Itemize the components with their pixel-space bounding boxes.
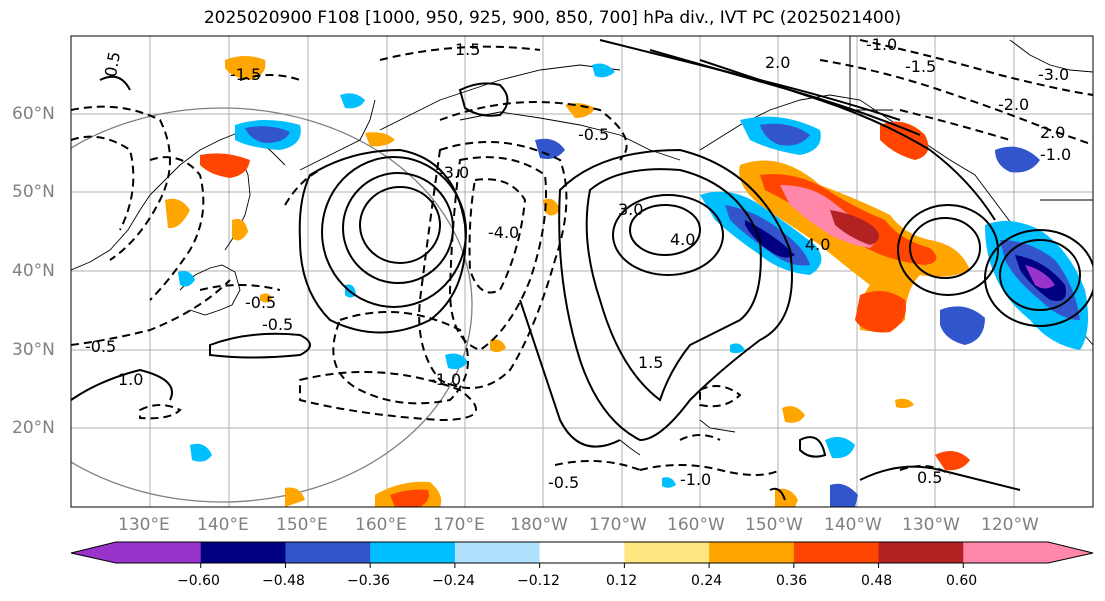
contour-label: 0.5 xyxy=(917,468,942,487)
radius-circle xyxy=(71,107,473,503)
lon-label: 140°E xyxy=(197,515,249,535)
contour-label: -1.0 xyxy=(680,470,711,489)
lon-label: 150°E xyxy=(276,515,328,535)
colorbar-segment xyxy=(793,542,880,563)
lat-label: 50°N xyxy=(12,182,55,202)
contour-label: -1.5 xyxy=(230,65,261,84)
dashed-contours xyxy=(71,39,1093,476)
map-title: 2025020900 F108 [1000, 950, 925, 900, 85… xyxy=(203,8,902,28)
colorbar-tick-label: 0.12 xyxy=(606,573,638,589)
colorbar-tick-label: 0.24 xyxy=(691,573,723,589)
solid-contours xyxy=(71,39,1093,501)
colorbar-tick-label: −0.12 xyxy=(517,573,560,589)
contour-label: -1.0 xyxy=(866,35,897,54)
colorbar xyxy=(70,541,1094,568)
colorbar-extend-high xyxy=(1048,542,1093,563)
contour-label: 0.5 xyxy=(101,50,124,78)
lon-label: 150°W xyxy=(745,515,803,535)
colorbar-tick-label: −0.60 xyxy=(177,573,220,589)
colorbar-segment xyxy=(709,542,795,563)
lon-label: 120°W xyxy=(981,515,1039,535)
colorbar-segment xyxy=(200,542,286,563)
contour-label: 1.5 xyxy=(455,40,480,59)
colorbar-tick-label: −0.24 xyxy=(432,573,475,589)
contour-label: -0.5 xyxy=(578,125,609,144)
colorbar-tick-label: 0.60 xyxy=(946,573,978,589)
contour-label: 1.5 xyxy=(638,353,663,372)
colorbar-tick-label: 0.36 xyxy=(776,573,808,589)
colorbar-segment xyxy=(624,542,710,563)
lon-label: 160°E xyxy=(355,515,407,535)
colorbar-segment xyxy=(370,542,456,563)
contour-label: -0.5 xyxy=(85,337,116,356)
contour-label: -0.5 xyxy=(245,293,276,312)
contour-label: -3.0 xyxy=(438,163,469,182)
contour-labels: 0.5 -1.5 1.5 2.0 -1.0 -1.5 -0.5 -3.0 4.0… xyxy=(85,35,1071,492)
lon-label: 130°W xyxy=(902,515,960,535)
contour-label: -1.0 xyxy=(430,370,461,389)
lon-label: 170°W xyxy=(589,515,647,535)
colorbar-segment xyxy=(454,542,541,563)
lon-label: 140°W xyxy=(824,515,882,535)
contour-label: 2.0 xyxy=(765,53,790,72)
lon-label: 180°W xyxy=(510,515,568,535)
colorbar-tick-label: 0.48 xyxy=(861,573,893,589)
lat-label: 20°N xyxy=(12,418,55,438)
contour-label: -1.5 xyxy=(905,57,936,76)
ivt-fill-areas xyxy=(165,56,1089,507)
lon-label: 170°E xyxy=(433,515,485,535)
contour-label: 3.0 xyxy=(618,200,643,219)
colorbar-tick-label: −0.48 xyxy=(262,573,305,589)
colorbar-segment xyxy=(963,542,1049,563)
contour-label: 2.0 xyxy=(1040,123,1065,142)
colorbar-tick-label: −0.36 xyxy=(347,573,390,589)
contour-label: -1.0 xyxy=(1040,145,1071,164)
contour-label: -3.0 xyxy=(1038,65,1069,84)
lat-label: 40°N xyxy=(12,261,55,281)
contour-label: 4.0 xyxy=(670,230,695,249)
colorbar-extend-low xyxy=(71,542,116,563)
contour-label: 4.0 xyxy=(805,235,830,254)
lon-label: 130°E xyxy=(118,515,170,535)
contour-label: -0.5 xyxy=(262,315,293,334)
colorbar-segment xyxy=(878,542,964,563)
lat-label: 60°N xyxy=(12,104,55,124)
contour-label: -2.0 xyxy=(998,95,1029,114)
contour-label: -4.0 xyxy=(488,223,519,242)
colorbar-segment xyxy=(285,542,371,563)
colorbar-segment xyxy=(539,542,625,563)
contour-label: -0.5 xyxy=(548,473,579,492)
colorbar-segment xyxy=(116,542,202,563)
map-border xyxy=(70,35,1094,508)
lat-label: 30°N xyxy=(12,340,55,360)
contour-label: 1.0 xyxy=(118,370,143,389)
lon-label: 160°W xyxy=(667,515,725,535)
